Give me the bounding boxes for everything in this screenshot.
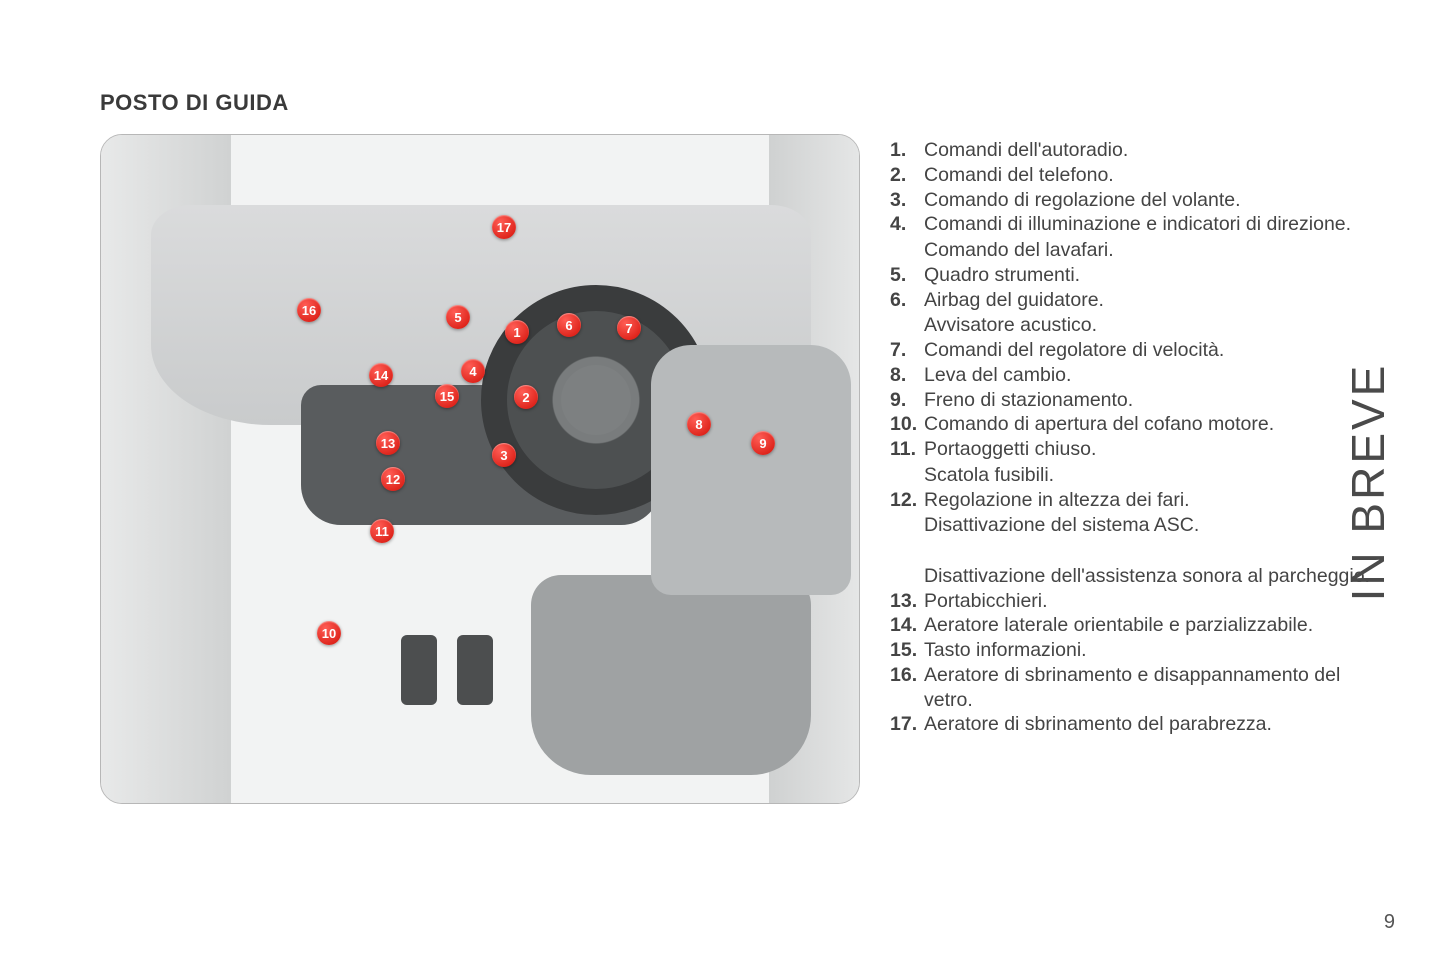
callout-15: 15 [435, 384, 459, 408]
legend-item-line: Tasto informazioni. [924, 639, 1087, 661]
legend-item-number: 6. [890, 288, 924, 339]
callout-5: 5 [446, 305, 470, 329]
page-title: POSTO DI GUIDA [100, 90, 1375, 116]
legend-item-number: 17. [890, 712, 924, 737]
legend-item-number: 8. [890, 363, 924, 388]
callout-9: 9 [751, 431, 775, 455]
legend-item-number: 7. [890, 338, 924, 363]
callout-17: 17 [492, 215, 516, 239]
legend-item-text: Aeratore laterale orientabile e parziali… [924, 613, 1375, 638]
legend-item: 15.Tasto informazioni. [890, 638, 1375, 663]
legend-item-line: Avvisatore acustico. [924, 313, 1375, 338]
legend-item-line: Comando di apertura del cofano motore. [924, 413, 1274, 435]
callout-8: 8 [687, 412, 711, 436]
callout-2: 2 [514, 385, 538, 409]
legend-item: 1.Comandi dell'autoradio. [890, 138, 1375, 163]
legend-item-text: Portaoggetti chiuso. Scatola fusibili. [924, 437, 1375, 488]
legend-item-number: 13. [890, 589, 924, 614]
legend-item: 16.Aeratore di sbrinamento e disappannam… [890, 663, 1375, 713]
legend-item-number: 5. [890, 263, 924, 288]
legend-item-number: 12. [890, 488, 924, 589]
legend-item-number: 14. [890, 613, 924, 638]
legend-item-line: Leva del cambio. [924, 364, 1071, 386]
legend-item-text: Tasto informazioni. [924, 638, 1375, 663]
legend-item-number: 11. [890, 437, 924, 488]
legend-item-number: 3. [890, 188, 924, 213]
callout-4: 4 [461, 359, 485, 383]
legend-item-number: 2. [890, 163, 924, 188]
callout-12: 12 [381, 467, 405, 491]
legend-item-line: Aeratore di sbrinamento del parabrezza. [924, 713, 1272, 735]
legend-item-text: Portabicchieri. [924, 589, 1375, 614]
interior-diagram: 1234567891011121314151617 [100, 134, 860, 804]
legend-item: 12.Regolazione in altezza dei fari.Disat… [890, 488, 1375, 589]
legend-item-line: Freno di stazionamento. [924, 389, 1133, 411]
legend-item: 17.Aeratore di sbrinamento del parabrezz… [890, 712, 1375, 737]
legend-item: 6.Airbag del guidatore.Avvisatore acusti… [890, 288, 1375, 339]
legend-item-number: 15. [890, 638, 924, 663]
legend-item-line: Comandi dell'autoradio. [924, 139, 1128, 161]
legend-item: 7.Comandi del regolatore di velocità. [890, 338, 1375, 363]
legend-item-line: Comando del lavafari. [924, 238, 1375, 263]
callout-1: 1 [505, 320, 529, 344]
legend-item-line: Aeratore laterale orientabile e parziali… [924, 614, 1313, 636]
legend-item-text: Leva del cambio. [924, 363, 1375, 388]
legend-item-text: Comandi del telefono. [924, 163, 1375, 188]
legend-item: 3.Comando di regolazione del volante. [890, 188, 1375, 213]
legend-item-number: 1. [890, 138, 924, 163]
legend-item: 2.Comandi del telefono. [890, 163, 1375, 188]
legend-item-text: Aeratore di sbrinamento e disappannament… [924, 663, 1375, 713]
legend-item-text: Comandi dell'autoradio. [924, 138, 1375, 163]
content-row: 1234567891011121314151617 1.Comandi dell… [100, 134, 1375, 804]
legend-item-line: Disattivazione dell'assistenza sonora al… [924, 564, 1375, 589]
legend-item-number: 9. [890, 388, 924, 413]
legend-item-line: Regolazione in altezza dei fari. [924, 489, 1190, 511]
callout-16: 16 [297, 298, 321, 322]
callout-3: 3 [492, 443, 516, 467]
legend-item: 4.Comandi di illuminazione e indicatori … [890, 212, 1375, 263]
legend-item-text: Comandi di illuminazione e indicatori di… [924, 212, 1375, 263]
legend-item-text: Comando di apertura del cofano motore. [924, 412, 1375, 437]
legend-item: 8.Leva del cambio. [890, 363, 1375, 388]
legend-item-line: Scatola fusibili. [924, 463, 1375, 488]
legend-item-line: Portabicchieri. [924, 590, 1048, 612]
legend-item: 14.Aeratore laterale orientabile e parzi… [890, 613, 1375, 638]
legend-item-line: Comandi del telefono. [924, 164, 1114, 186]
legend-item-line: Portaoggetti chiuso. [924, 438, 1096, 460]
legend-item-text: Freno di stazionamento. [924, 388, 1375, 413]
legend-item: 10.Comando di apertura del cofano motore… [890, 412, 1375, 437]
legend-item-text: Quadro strumenti. [924, 263, 1375, 288]
callout-10: 10 [317, 621, 341, 645]
callout-13: 13 [376, 431, 400, 455]
legend-item-number: 16. [890, 663, 924, 713]
pedals-shape [401, 635, 521, 725]
legend-item-line: Aeratore di sbrinamento e disappannament… [924, 664, 1340, 711]
legend-item: 5.Quadro strumenti. [890, 263, 1375, 288]
legend-item-line: Comandi del regolatore di velocità. [924, 339, 1224, 361]
legend-item-number: 10. [890, 412, 924, 437]
legend-item-line: Comandi di illuminazione e indicatori di… [924, 213, 1351, 235]
callout-11: 11 [370, 519, 394, 543]
legend-item-text: Airbag del guidatore.Avvisatore acustico… [924, 288, 1375, 339]
legend-item: 13.Portabicchieri. [890, 589, 1375, 614]
legend-item: 9.Freno di stazionamento. [890, 388, 1375, 413]
legend-item-line: Disattivazione del sistema ASC. [924, 513, 1375, 538]
section-tab: IN BREVE [1341, 363, 1395, 602]
legend-item-line: Airbag del guidatore. [924, 289, 1104, 311]
legend-item: 11.Portaoggetti chiuso. Scatola fusibili. [890, 437, 1375, 488]
callout-14: 14 [369, 363, 393, 387]
legend-list: 1.Comandi dell'autoradio.2.Comandi del t… [890, 134, 1375, 737]
callout-7: 7 [617, 316, 641, 340]
callout-6: 6 [557, 313, 581, 337]
page-number: 9 [1384, 911, 1395, 934]
legend-item-line: Comando di regolazione del volante. [924, 189, 1241, 211]
legend-item-text: Aeratore di sbrinamento del parabrezza. [924, 712, 1375, 737]
legend-item-line: Quadro strumenti. [924, 264, 1080, 286]
legend-item-text: Regolazione in altezza dei fari.Disattiv… [924, 488, 1375, 589]
legend-item-text: Comandi del regolatore di velocità. [924, 338, 1375, 363]
legend-item-text: Comando di regolazione del volante. [924, 188, 1375, 213]
legend-item-number: 4. [890, 212, 924, 263]
seat-shape [531, 575, 811, 775]
